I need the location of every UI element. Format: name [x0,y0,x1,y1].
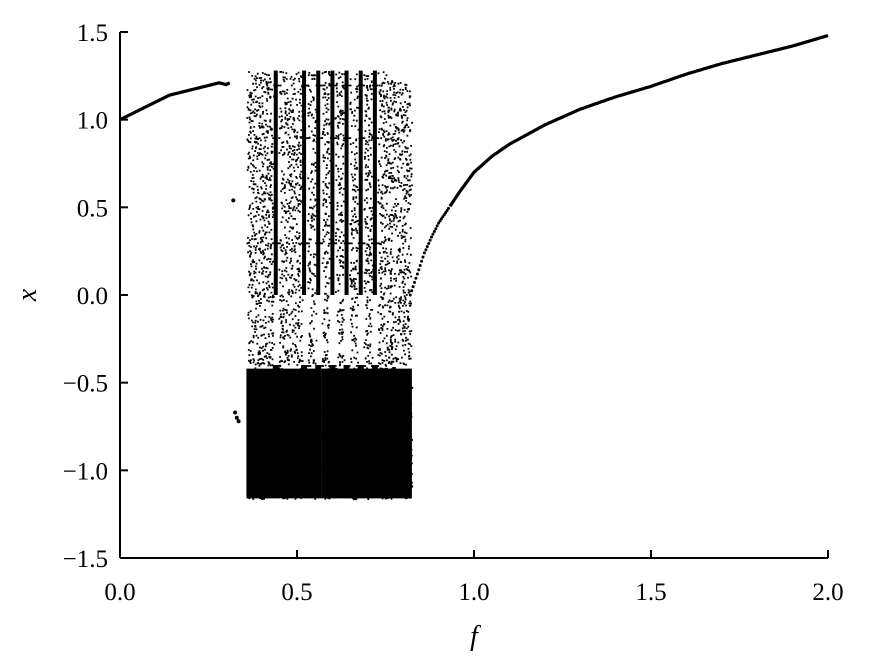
branch-point [431,232,435,236]
branch-point [414,276,418,280]
x-tick-label: 2.0 [812,579,843,606]
chaotic-band [246,71,414,501]
y-tick-label: −0.5 [63,371,108,398]
branch-point [413,280,416,284]
branch-point [424,248,428,252]
axis-ticks: 0.0 0.5 1.0 1.5 2.0 1.5 1.0 0.5 0.0 −0.5 −1.0 −1.5 [63,20,844,606]
y-tick-label: 0.0 [77,283,108,310]
isolated-point [233,410,238,415]
branch-point [432,230,436,233]
periodic-window-stripe [371,365,378,499]
periodic-window-stripe-upper [358,70,363,295]
branch-point [417,268,421,272]
branch-high-f [448,33,829,208]
branch-point [428,238,432,242]
periodic-window-stripe-upper [273,70,278,295]
periodic-window-stripe-upper [316,70,321,295]
branch-point [427,242,431,245]
branch-point [411,285,415,289]
branch-point [422,251,426,255]
periodic-window-stripe-upper [330,70,335,295]
branch-point [418,264,422,267]
branch-point [447,206,450,210]
y-tick-label: −1.5 [63,546,108,573]
x-tick-label: 0.0 [104,579,135,606]
periodic-window-stripe-upper [372,70,377,295]
branch-point [441,215,445,219]
periodic-window-stripe [272,365,279,499]
y-tick-label: −1.0 [63,458,108,485]
branch-point [408,293,412,297]
isolated-point [236,419,241,424]
periodic-window-stripe [343,365,350,499]
periodic-window-stripe-upper [302,70,307,295]
periodic-window-stripe [301,365,308,499]
data-points [119,33,829,501]
branch-point [430,235,433,239]
x-tick-label: 0.5 [281,579,312,606]
y-tick-label: 1.0 [77,108,108,135]
periodic-window-stripe-upper [344,70,349,295]
branch-low-f [119,81,231,122]
isolated-point [231,198,236,203]
y-axis-title: x [12,288,43,302]
branch-point [435,224,439,228]
branch-point [434,227,438,231]
periodic-window-stripe [357,365,364,499]
x-tick-label: 1.0 [458,579,489,606]
branch-point [425,245,429,249]
periodic-window-stripe [329,365,336,499]
branch-point [421,255,425,259]
periodic-window-stripe [315,365,322,499]
branch-point [415,272,419,276]
y-tick-label: 0.5 [77,195,108,222]
isolated-point [234,415,239,420]
y-tick-label: 1.5 [77,20,108,47]
branch-point [420,259,424,263]
x-tick-label: 1.5 [635,579,666,606]
x-axis-title: f [470,621,481,652]
